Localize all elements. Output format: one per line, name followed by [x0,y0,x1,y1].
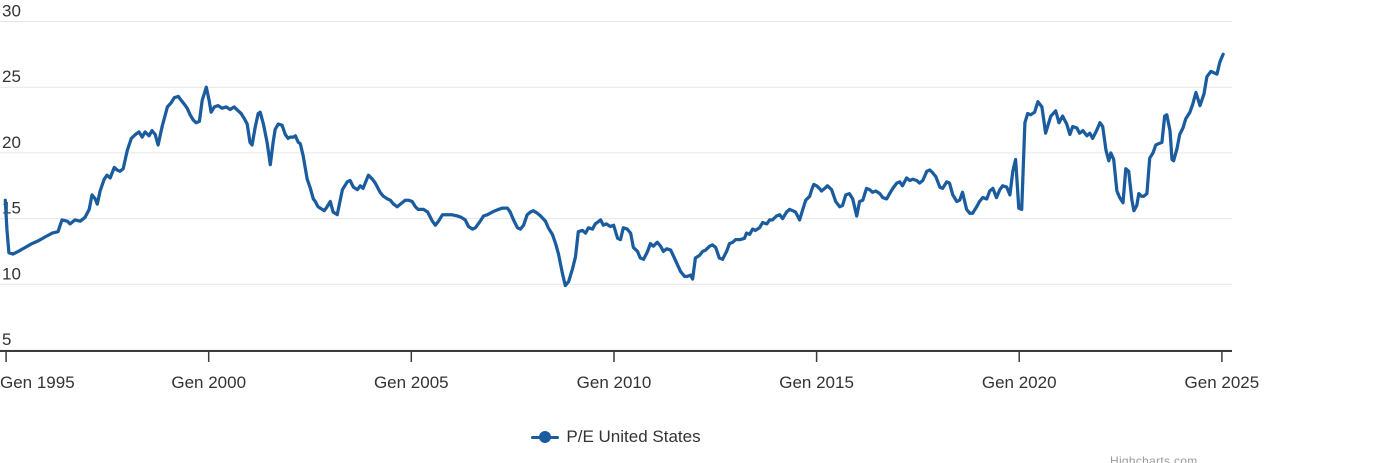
legend-item-pe-united-states[interactable]: P/E United States [531,427,701,447]
legend-label: P/E United States [566,427,701,446]
x-axis-tick-label: Gen 2010 [577,373,652,392]
legend-line-dot-marker [531,430,560,444]
y-axis-tick-label: 20 [2,133,21,152]
highcharts-credit-link[interactable]: Highcharts.com [1110,454,1198,463]
x-axis-tick-label: Gen 1995 [0,373,75,392]
y-axis-tick-label: 30 [2,2,21,21]
y-axis-tick-label: 5 [2,330,11,349]
x-axis-tick-label: Gen 2020 [982,373,1057,392]
series-line-pe-united-states[interactable] [3,52,1225,288]
x-axis-tick-label: Gen 2005 [374,373,449,392]
legend: P/E United States [0,423,1232,451]
y-axis-tick-label: 10 [2,264,21,283]
x-axis-tick-label: Gen 2000 [171,373,246,392]
legend-marker-dot [539,431,552,443]
y-axis-tick-label: 25 [2,67,21,86]
x-axis-tick-label: Gen 2015 [779,373,854,392]
x-axis-tick-label: Gen 2025 [1185,373,1260,392]
